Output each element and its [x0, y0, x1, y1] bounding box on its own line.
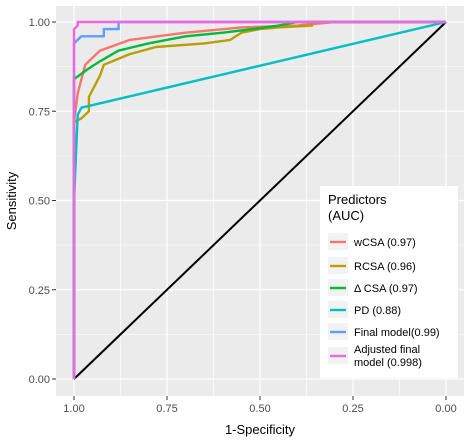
series-line-1 — [72, 20, 446, 379]
series-lines — [72, 20, 447, 379]
legend: Predictors (AUC) wCSA (0.97) RCSA (0.96) Δ… — [320, 186, 458, 378]
series-line-5 — [72, 20, 446, 379]
legend-title: Predictors — [328, 192, 387, 207]
legend-label: wCSA (0.97) — [353, 237, 416, 249]
legend-label: PD (0.88) — [354, 305, 401, 317]
x-axis-ticks: 1.00 0.75 0.50 0.25 0.00 — [63, 396, 457, 415]
x-tick-label: 0.00 — [435, 403, 456, 415]
legend-label: RCSA (0.96) — [354, 261, 416, 273]
y-tick-label: 1.00 — [29, 17, 50, 29]
y-tick-label: 0.00 — [29, 374, 50, 386]
legend-label: Adjusted final model (0.998) — [354, 344, 422, 369]
legend-label: Final model(0.99) — [354, 327, 440, 339]
y-axis-ticks: 0.00 0.25 0.50 0.75 1.00 — [29, 17, 56, 386]
x-tick-label: 0.25 — [342, 403, 363, 415]
y-tick-label: 0.50 — [29, 196, 50, 208]
series-line-2 — [72, 20, 446, 379]
y-tick-label: 0.75 — [29, 106, 50, 118]
x-tick-label: 0.50 — [249, 403, 270, 415]
reference-line — [73, 21, 447, 380]
y-axis-title: Sensitivity — [4, 171, 19, 230]
x-tick-label: 1.00 — [63, 403, 84, 415]
y-tick-label: 0.25 — [29, 285, 50, 297]
series-line-0 — [72, 20, 446, 379]
legend-label: Δ CSA (0.97) — [354, 283, 418, 295]
x-tick-label: 0.75 — [156, 403, 177, 415]
legend-title-auc: (AUC) — [328, 208, 364, 223]
x-axis-title: 1-Specificity — [225, 422, 296, 437]
legend-items: wCSA (0.97) RCSA (0.96) Δ CSA (0.97) PD (0.… — [328, 233, 440, 369]
reference-diagonal — [73, 21, 447, 380]
